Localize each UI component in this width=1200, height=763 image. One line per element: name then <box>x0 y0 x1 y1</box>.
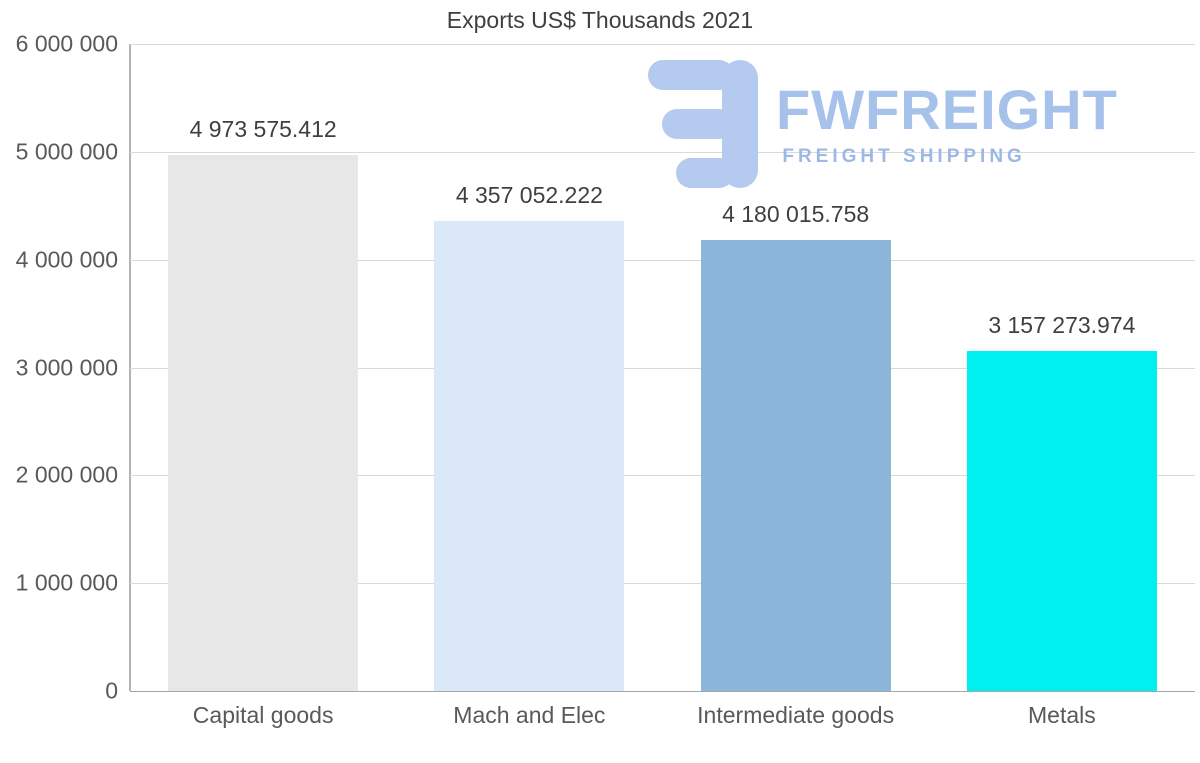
y-tick-label: 4 000 000 <box>15 246 118 273</box>
x-axis-labels: Capital goods Mach and Elec Intermediate g… <box>130 702 1195 729</box>
bar-value-label: 4 973 575.412 <box>189 116 337 142</box>
y-tick-label: 1 000 000 <box>15 569 118 596</box>
x-axis-label: Metals <box>1028 702 1096 728</box>
bar-capital-goods <box>168 155 359 691</box>
bars-container: 4 973 575.412 4 357 052.222 4 180 015.758 3… <box>130 44 1195 691</box>
y-tick-label: 2 000 000 <box>15 461 118 488</box>
y-tick-label: 0 <box>105 677 118 704</box>
gridline <box>130 583 1195 585</box>
x-axis-label: Capital goods <box>192 702 334 728</box>
x-axis-label: Intermediate goods <box>697 702 895 728</box>
gridline <box>130 475 1195 477</box>
bar-slot: 4 357 052.222 <box>396 44 662 691</box>
bar-mach-and-elec <box>434 221 625 691</box>
y-tick-label: 5 000 000 <box>15 138 118 165</box>
bar-value-label: 4 357 052.222 <box>455 182 603 208</box>
gridline <box>130 151 1195 153</box>
bar-value-label: 4 180 015.758 <box>722 201 870 227</box>
bar-intermediate-goods <box>700 240 891 691</box>
bar-metals <box>966 351 1157 691</box>
bar-value-label: 3 157 273.974 <box>988 312 1136 338</box>
bar-slot: 4 973 575.412 <box>130 44 396 691</box>
plot-area: 4 973 575.412 4 357 052.222 4 180 015.758 3… <box>130 44 1195 692</box>
x-axis-label: Mach and Elec <box>453 702 606 728</box>
bar-slot: 3 157 273.974 <box>929 44 1195 691</box>
bar-slot: 4 180 015.758 <box>663 44 929 691</box>
gridline <box>130 691 1195 692</box>
y-tick-label: 6 000 000 <box>15 30 118 57</box>
gridline <box>130 367 1195 369</box>
chart-title: Exports US$ Thousands 2021 <box>446 7 754 33</box>
gridline <box>130 259 1195 261</box>
y-tick-label: 3 000 000 <box>15 354 118 380</box>
gridline <box>130 44 1195 45</box>
